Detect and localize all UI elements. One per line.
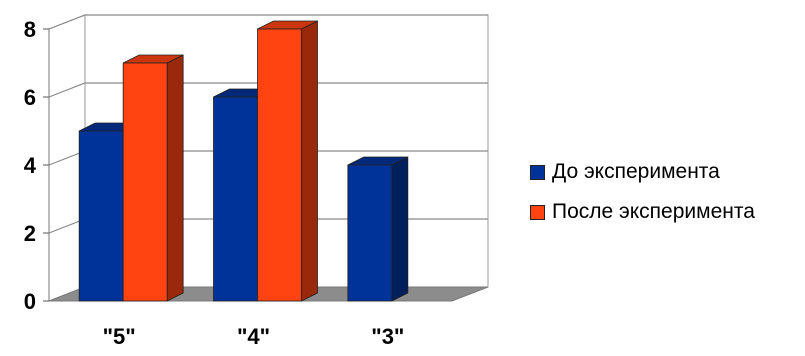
x-tick-label: "4" <box>237 324 270 349</box>
legend-label-before: До эксперимента <box>552 160 720 183</box>
legend-swatch-after <box>530 204 545 220</box>
legend: До эксперимента После эксперимента <box>530 152 755 232</box>
bar <box>122 62 168 302</box>
y-tick-label: 8 <box>24 17 36 42</box>
x-tick-label: "5" <box>103 324 136 349</box>
legend-item-before: До эксперимента <box>530 152 755 192</box>
y-axis-ticks: 0 2 4 6 8 <box>24 17 37 314</box>
x-tick-label: "3" <box>371 324 404 349</box>
legend-label-after: После эксперимента <box>552 200 755 223</box>
x-axis-labels: "5" "4" "3" <box>103 324 405 349</box>
bar <box>257 28 302 302</box>
bar <box>78 130 124 302</box>
bar <box>347 164 393 302</box>
y-tick-label: 4 <box>24 153 37 178</box>
chart-bars <box>78 20 409 302</box>
bar-side <box>301 20 318 302</box>
y-tick-label: 0 <box>24 289 36 314</box>
bar <box>213 96 258 302</box>
y-tick-label: 6 <box>24 85 36 110</box>
gridline <box>48 14 488 30</box>
y-tick-label: 2 <box>24 221 36 246</box>
legend-swatch-before <box>530 164 545 180</box>
bar-side <box>391 156 409 302</box>
gridline <box>48 82 488 98</box>
legend-item-after: После эксперимента <box>530 192 755 232</box>
bar-side <box>166 54 184 302</box>
